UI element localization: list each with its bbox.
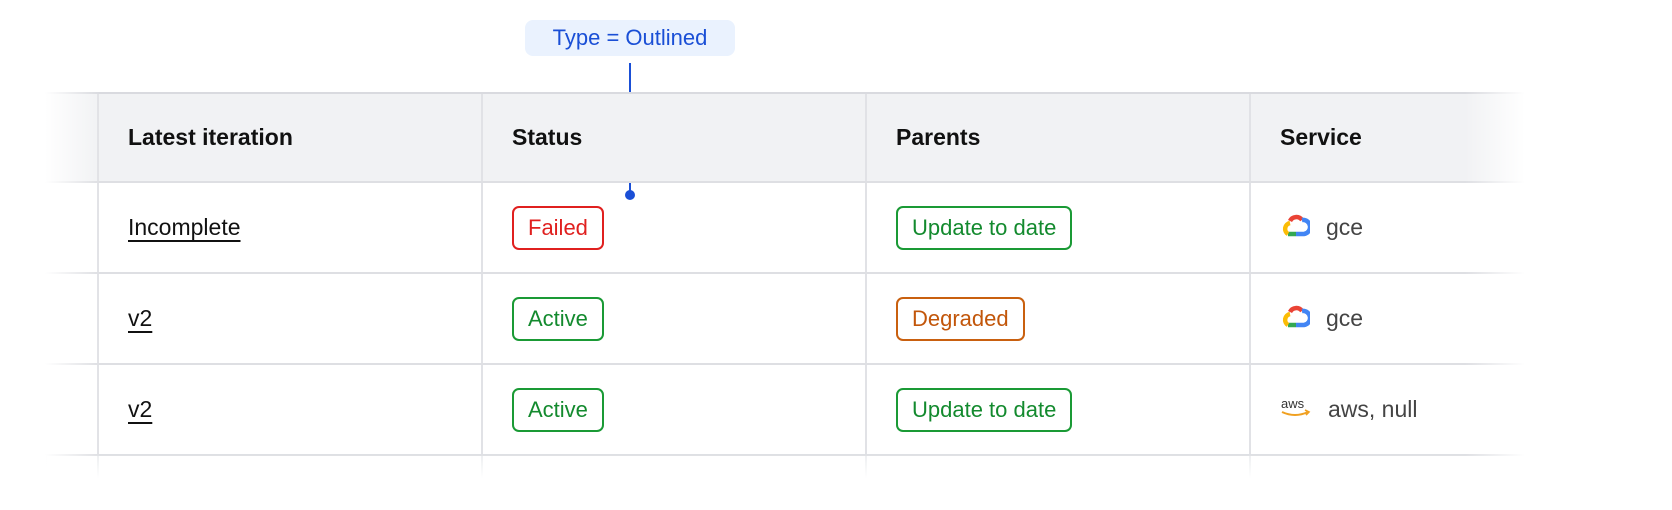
parents-badge: Update to date <box>896 205 1073 250</box>
google-cloud-icon <box>1280 304 1313 334</box>
row-spacer <box>45 274 97 363</box>
iteration-link[interactable]: Incomplete <box>128 214 241 240</box>
table-row: Incomplete Failed Update to date gce <box>45 183 1525 274</box>
service-name: aws, null <box>1328 396 1418 422</box>
header-spacer <box>45 94 97 181</box>
status-badge: Failed <box>512 205 604 250</box>
service-cell: gce <box>1249 183 1525 272</box>
service-name: gce <box>1326 305 1364 331</box>
column-header-latest-iteration[interactable]: Latest iteration <box>97 94 481 181</box>
row-spacer <box>45 183 97 272</box>
table-row: v2 Active Update to date aws aws, null <box>45 365 1525 456</box>
iteration-cell: Incomplete <box>97 183 481 272</box>
column-header-service[interactable]: Service <box>1249 94 1525 181</box>
data-table: Latest iteration Status Parents Service … <box>45 92 1525 478</box>
iteration-cell: v2 <box>97 274 481 363</box>
iteration-cell: v2 <box>97 365 481 454</box>
table-row: v2 Active Degraded gce <box>45 274 1525 365</box>
service-cell: gce <box>1249 274 1525 363</box>
status-badge: Active <box>512 296 604 341</box>
status-cell: Failed <box>481 183 865 272</box>
service-name: gce <box>1326 214 1364 240</box>
status-cell: Active <box>481 365 865 454</box>
service-cell: aws aws, null <box>1249 365 1525 454</box>
column-header-status[interactable]: Status <box>481 94 865 181</box>
svg-text:aws: aws <box>1281 396 1305 411</box>
status-badge: Active <box>512 387 604 432</box>
column-header-parents[interactable]: Parents <box>865 94 1249 181</box>
iteration-link[interactable]: v2 <box>128 396 153 422</box>
parents-cell: Degraded <box>865 274 1249 363</box>
google-cloud-icon <box>1280 213 1313 243</box>
parents-badge: Update to date <box>896 387 1073 432</box>
parents-cell: Update to date <box>865 365 1249 454</box>
annotation-dot <box>625 190 635 200</box>
aws-icon: aws <box>1280 395 1312 425</box>
row-spacer <box>45 365 97 454</box>
iteration-link[interactable]: v2 <box>128 305 153 331</box>
table-header: Latest iteration Status Parents Service <box>45 92 1525 183</box>
annotation-label: Type = Outlined <box>525 20 735 56</box>
status-cell: Active <box>481 274 865 363</box>
parents-cell: Update to date <box>865 183 1249 272</box>
parents-badge: Degraded <box>896 296 1025 341</box>
